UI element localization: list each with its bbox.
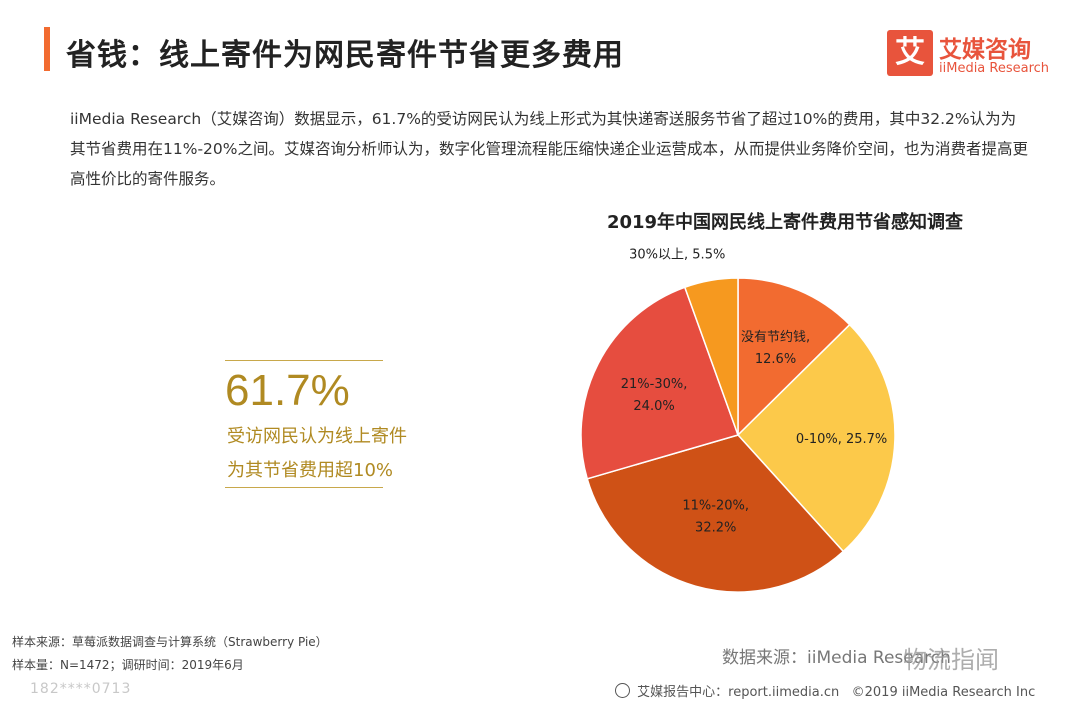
logo-mark: 艾	[887, 30, 933, 76]
pie-slice	[683, 277, 739, 436]
logo-chinese-text: 艾媒咨询	[939, 37, 1031, 63]
highlight-top-rule	[225, 360, 383, 361]
slice-label: 21%-30%, 24.0%	[621, 377, 688, 414]
description-paragraph: iiMedia Research（艾媒咨询）数据显示，61.7%的受访网民认为线…	[70, 110, 1028, 188]
page-title: 省钱：线上寄件为网民寄件节省更多费用	[66, 38, 624, 73]
slice-label: 11%-20%, 32.2%	[682, 499, 749, 536]
sample-size: 样本量：N=1472；调研时间：2019年6月	[12, 658, 244, 672]
logo-english-text: iiMedia Research	[939, 61, 1050, 76]
slice-label: 0-10%, 25.7%	[796, 432, 887, 447]
brand-logo: 艾 艾媒咨询 iiMedia Research	[887, 30, 1057, 80]
chart-title: 2019年中国网民线上寄件费用节省感知调查	[606, 212, 964, 233]
sample-source: 样本来源：草莓派数据调查与计算系统（Strawberry Pie）	[12, 635, 328, 649]
pie-slice	[736, 323, 896, 553]
title-accent-bar	[44, 27, 50, 71]
highlight-caption-1: 受访网民认为线上寄件	[227, 426, 407, 447]
copyright: ©2019 iiMedia Research Inc	[851, 685, 1036, 700]
highlight-bottom-rule	[225, 487, 383, 488]
report-footer: 艾媒报告中心：report.iimedia.cn ©2019 iiMedia R…	[615, 681, 1035, 700]
bottom-watermark: 182****0713	[30, 681, 132, 697]
pie-slice	[586, 434, 845, 593]
pie-slice	[737, 277, 851, 437]
report-center-link[interactable]: 艾媒报告中心：report.iimedia.cn	[637, 685, 840, 700]
highlight-caption-2: 为其节省费用超10%	[227, 460, 394, 481]
data-source: 数据来源：iiMedia Research	[722, 648, 951, 668]
highlight-value: 61.7%	[225, 366, 350, 415]
watermark-text: 物流指闻	[903, 646, 999, 674]
pie-chart: 没有节约钱, 12.6% 0-10%, 25.7% 11%-20%, 32.2% 21%-…	[580, 248, 896, 593]
globe-icon	[615, 683, 630, 698]
slice-label: 没有节约钱, 12.6%	[741, 330, 810, 367]
slice-label: 30%以上, 5.5%	[629, 248, 725, 263]
pie-slice	[580, 286, 739, 480]
